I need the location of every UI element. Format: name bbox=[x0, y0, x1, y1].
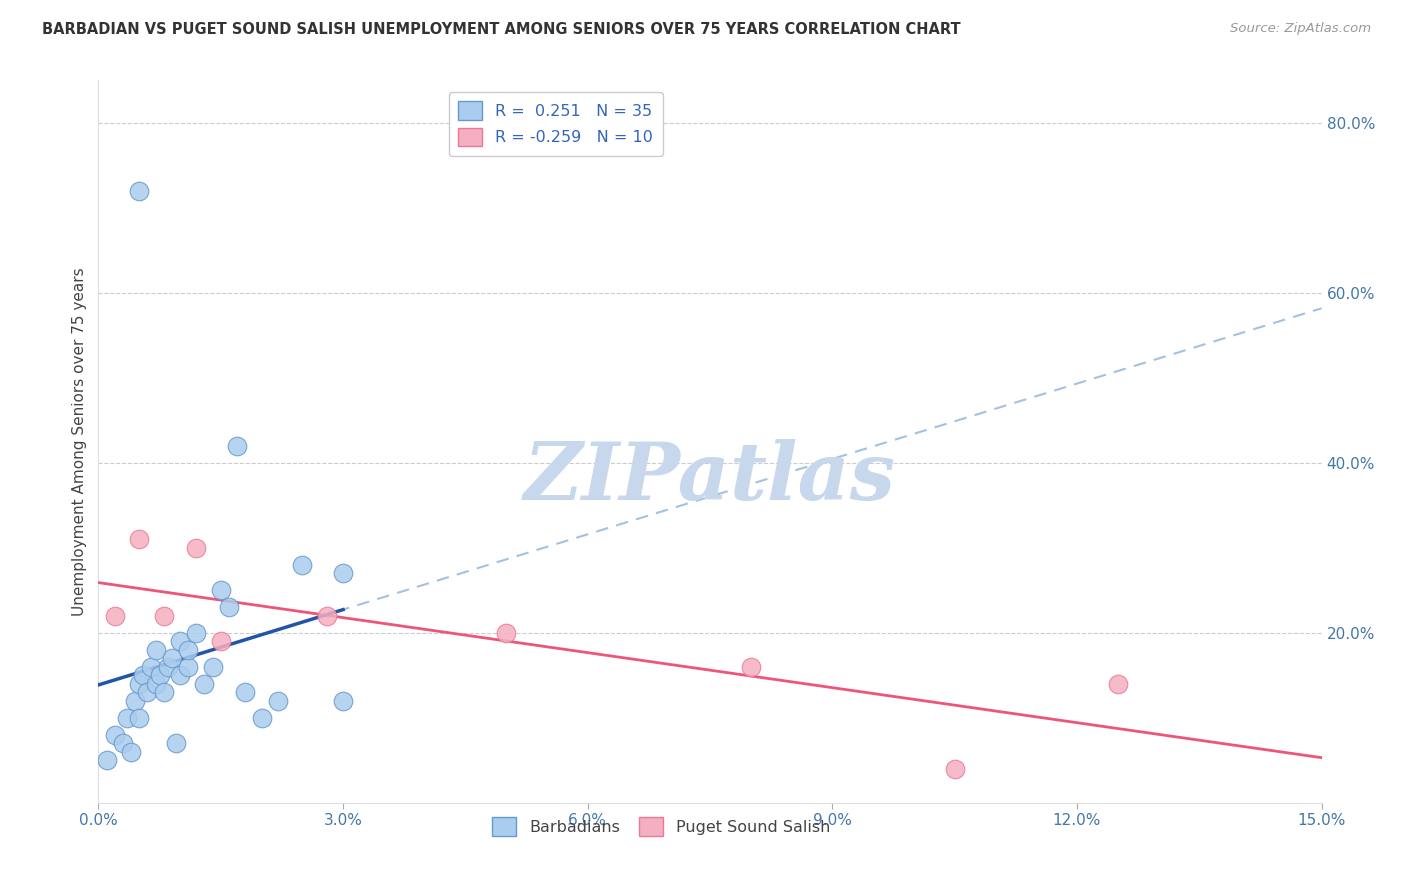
Point bbox=[141, 660, 163, 674]
Point bbox=[332, 694, 354, 708]
Point bbox=[315, 608, 337, 623]
Point bbox=[128, 533, 150, 547]
Point bbox=[111, 736, 134, 750]
Point bbox=[943, 762, 966, 776]
Point bbox=[186, 541, 208, 555]
Point bbox=[740, 660, 762, 674]
Point bbox=[152, 685, 174, 699]
Point bbox=[177, 642, 200, 657]
Point bbox=[132, 668, 155, 682]
Text: Source: ZipAtlas.com: Source: ZipAtlas.com bbox=[1230, 22, 1371, 36]
Point bbox=[226, 439, 249, 453]
Point bbox=[250, 711, 273, 725]
Point bbox=[169, 634, 191, 648]
Point bbox=[149, 668, 172, 682]
Point bbox=[145, 677, 167, 691]
Point bbox=[169, 668, 191, 682]
Point bbox=[209, 634, 232, 648]
Text: BARBADIAN VS PUGET SOUND SALISH UNEMPLOYMENT AMONG SENIORS OVER 75 YEARS CORRELA: BARBADIAN VS PUGET SOUND SALISH UNEMPLOY… bbox=[42, 22, 960, 37]
Point bbox=[165, 736, 187, 750]
Legend: Barbadians, Puget Sound Salish: Barbadians, Puget Sound Salish bbox=[482, 808, 839, 846]
Point bbox=[104, 608, 127, 623]
Point bbox=[128, 677, 150, 691]
Point bbox=[1107, 677, 1129, 691]
Point bbox=[115, 711, 138, 725]
Point bbox=[495, 625, 517, 640]
Point bbox=[120, 745, 142, 759]
Point bbox=[124, 694, 146, 708]
Point bbox=[209, 583, 232, 598]
Point bbox=[96, 753, 118, 767]
Point bbox=[177, 660, 200, 674]
Point bbox=[291, 558, 314, 572]
Point bbox=[193, 677, 215, 691]
Point bbox=[267, 694, 290, 708]
Text: ZIPatlas: ZIPatlas bbox=[524, 439, 896, 516]
Point bbox=[218, 600, 240, 615]
Point bbox=[152, 608, 174, 623]
Point bbox=[160, 651, 183, 665]
Point bbox=[233, 685, 256, 699]
Point bbox=[156, 660, 179, 674]
Point bbox=[186, 625, 208, 640]
Y-axis label: Unemployment Among Seniors over 75 years: Unemployment Among Seniors over 75 years bbox=[72, 268, 87, 615]
Point bbox=[136, 685, 159, 699]
Point bbox=[201, 660, 224, 674]
Point bbox=[104, 728, 127, 742]
Point bbox=[332, 566, 354, 581]
Point bbox=[128, 711, 150, 725]
Point bbox=[145, 642, 167, 657]
Point bbox=[128, 184, 150, 198]
